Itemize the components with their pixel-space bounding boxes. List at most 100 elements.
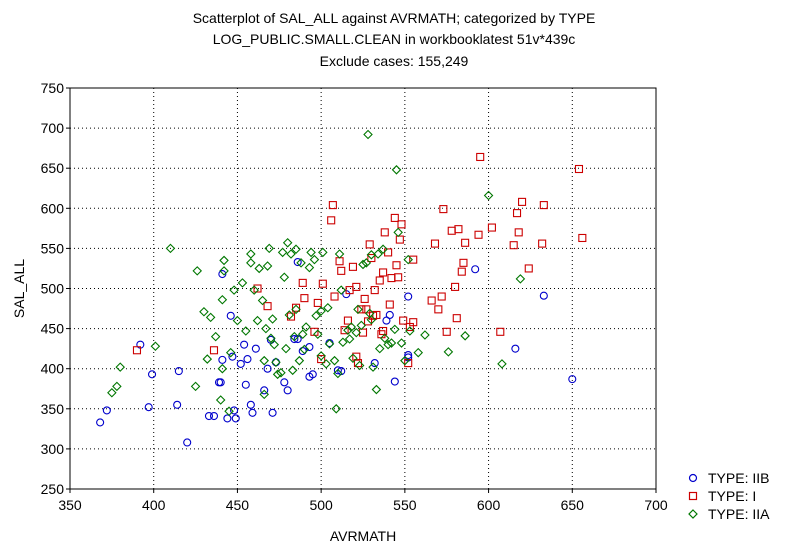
data-point-iia — [294, 355, 305, 366]
chart-subtitle-2: Exclude cases: 155,249 — [319, 53, 469, 69]
data-point-i — [476, 152, 485, 162]
data-point-i — [253, 284, 262, 293]
data-point-iia — [379, 333, 390, 344]
data-point-iia — [316, 306, 326, 316]
data-point-iia — [348, 353, 358, 364]
data-point-iib — [230, 406, 239, 415]
data-point-i — [578, 233, 587, 243]
data-point-i — [352, 282, 361, 291]
data-point-iia — [284, 310, 295, 320]
data-point-i — [487, 223, 496, 232]
data-point-iia — [266, 333, 276, 344]
data-point-i — [365, 240, 374, 249]
data-point-iib — [183, 438, 192, 447]
data-point-iia — [366, 315, 377, 325]
data-point-i — [461, 238, 470, 247]
data-point-iib — [404, 292, 413, 301]
data-point-iib — [333, 366, 342, 375]
data-point-iia — [296, 258, 306, 268]
data-points — [96, 129, 587, 447]
data-point-iia — [413, 347, 424, 358]
data-point-i — [397, 220, 406, 229]
data-point-iia — [316, 351, 326, 361]
x-tick-label: 700 — [644, 497, 668, 513]
data-point-iia — [202, 354, 213, 364]
data-point-i — [327, 216, 336, 225]
data-point-iia — [351, 327, 362, 338]
x-tick-label: 350 — [58, 497, 82, 513]
x-tick-label: 550 — [393, 497, 417, 513]
data-point-iia — [331, 404, 341, 414]
data-point-iia — [334, 249, 345, 259]
data-point-iib — [268, 408, 277, 417]
data-point-iia — [400, 355, 410, 366]
data-point-iia — [262, 261, 273, 271]
data-point-iia — [323, 302, 333, 313]
data-point-iia — [405, 326, 415, 336]
data-point-i — [457, 267, 466, 276]
data-point-iia — [403, 254, 413, 265]
data-point-iia — [361, 258, 372, 268]
data-point-i — [392, 261, 401, 270]
data-point-iia — [306, 247, 316, 258]
data-point-iib — [248, 408, 257, 417]
data-point-iia — [249, 285, 259, 295]
y-tick-label: 600 — [41, 200, 65, 216]
data-point-iia — [373, 249, 383, 259]
data-point-i — [298, 278, 307, 287]
data-point-i — [263, 302, 272, 311]
data-point-iib — [471, 265, 480, 274]
data-point-iib — [173, 400, 182, 409]
legend-item-i: TYPE: I — [688, 487, 769, 505]
data-point-i — [375, 276, 384, 285]
data-point-i — [390, 213, 399, 222]
data-point-iia — [225, 347, 236, 358]
data-point-i — [300, 294, 309, 303]
data-point-iib — [539, 291, 548, 300]
data-point-iia — [199, 306, 209, 317]
data-point-iib — [204, 411, 214, 421]
data-point-iib — [404, 351, 413, 360]
data-point-iia — [297, 329, 308, 339]
data-point-iia — [383, 339, 393, 350]
data-point-iib — [305, 342, 314, 352]
data-point-i — [394, 273, 403, 282]
data-point-i — [409, 255, 418, 264]
data-point-iib — [174, 367, 183, 376]
legend: TYPE: IIB TYPE: I TYPE: IIA — [688, 469, 769, 523]
data-point-iia — [276, 367, 286, 378]
chart-subtitle: LOG_PUBLIC.SMALL.CLEAN in workbooklatest… — [212, 31, 576, 47]
data-point-i — [340, 326, 349, 335]
circle-marker-icon — [688, 473, 698, 483]
data-point-i — [387, 274, 396, 283]
data-point-iib — [96, 418, 105, 427]
data-point-iia — [257, 295, 268, 306]
data-point-i — [367, 253, 376, 263]
data-point-iib — [308, 370, 317, 379]
data-point-iib — [240, 340, 249, 349]
data-point-iia — [390, 324, 400, 335]
data-point-i — [439, 205, 448, 214]
data-point-iia — [420, 330, 430, 340]
data-point-iib — [271, 358, 280, 367]
data-point-iia — [333, 368, 343, 379]
data-point-iib — [241, 380, 250, 389]
data-point-i — [437, 292, 446, 301]
data-point-iia — [346, 322, 357, 332]
data-point-i — [509, 241, 518, 250]
data-point-i — [132, 346, 142, 355]
data-point-i — [379, 326, 388, 336]
data-point-i — [539, 201, 548, 210]
data-point-iia — [313, 329, 323, 339]
data-point-iia — [299, 344, 310, 355]
data-point-iia — [356, 320, 367, 331]
data-point-i — [370, 286, 379, 295]
data-point-i — [399, 316, 408, 325]
data-point-iib — [511, 344, 520, 353]
data-point-iia — [282, 238, 293, 248]
data-point-iia — [229, 285, 239, 295]
data-point-iia — [205, 312, 216, 323]
data-point-iia — [259, 389, 269, 400]
data-point-iia — [338, 337, 348, 348]
